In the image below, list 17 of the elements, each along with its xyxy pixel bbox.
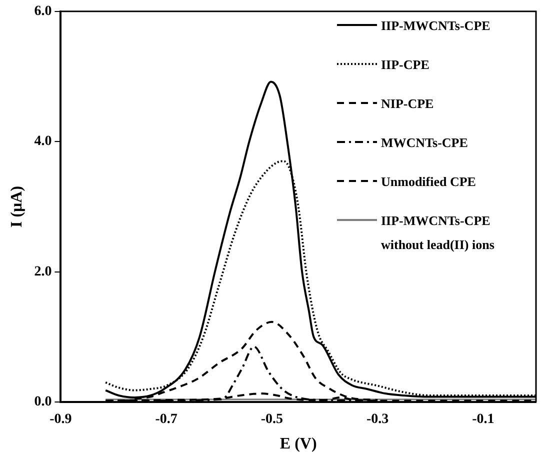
x-tick-label: -0.3 — [366, 412, 389, 428]
y-axis-title: I (µA) — [8, 186, 26, 228]
x-tick-label: -0.5 — [260, 412, 284, 428]
legend-label: IIP-MWCNTs-CPE without lead(II) ions — [381, 212, 496, 254]
legend-label: NIP-CPE — [381, 95, 434, 113]
x-tick-label: -0.9 — [50, 412, 72, 428]
legend-label: IIP-CPE — [381, 56, 430, 74]
y-tick-label: 6.0 — [34, 4, 52, 20]
x-axis-title: E (V) — [280, 436, 317, 453]
legend-label: MWCNTs-CPE — [381, 134, 468, 152]
x-tick-label: -0.7 — [155, 412, 178, 428]
y-tick-label: 0.0 — [34, 394, 52, 410]
y-tick-label: 2.0 — [34, 264, 52, 280]
legend-label: Unmodified CPE — [381, 173, 476, 191]
legend-label: IIP-MWCNTs-CPE — [381, 17, 490, 35]
y-tick-label: 4.0 — [34, 134, 52, 150]
x-tick-label: -0.1 — [472, 412, 494, 428]
